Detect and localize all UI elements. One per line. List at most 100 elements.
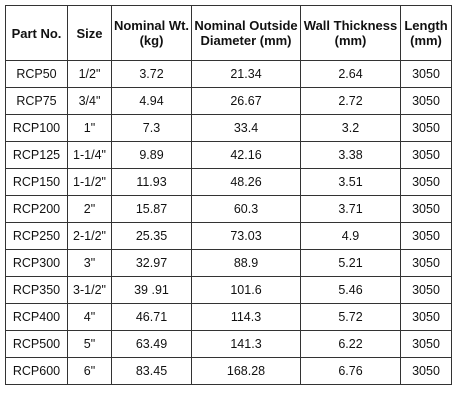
table-row: RCP500 5" 63.49 141.3 6.22 3050: [5, 330, 452, 358]
table-row: RCP100 1" 7.3 33.4 3.2 3050: [5, 114, 452, 142]
cell-length: 3050: [400, 195, 452, 223]
cell-size: 6": [67, 357, 112, 385]
cell-nominal-weight: 15.87: [111, 195, 192, 223]
table-row: RCP350 3-1/2" 39 .91 101.6 5.46 3050: [5, 276, 452, 304]
table-body: RCP50 1/2" 3.72 21.34 2.64 3050 RCP75 3/4" 4.94 2…: [5, 60, 452, 385]
cell-outside-diameter: 101.6: [191, 276, 301, 304]
cell-wall-thickness: 5.46: [300, 276, 401, 304]
cell-part-no: RCP200: [5, 195, 68, 223]
header-wall-thickness-line-2: (mm): [334, 33, 367, 48]
header-length-line-1: Length: [404, 18, 448, 33]
cell-length: 3050: [400, 330, 452, 358]
cell-size: 1-1/2": [67, 168, 112, 196]
cell-nominal-weight: 9.89: [111, 141, 192, 169]
header-size-line-1: Size: [76, 25, 103, 41]
cell-size: 3": [67, 249, 112, 277]
table-row: RCP250 2-1/2" 25.35 73.03 4.9 3050: [5, 222, 452, 250]
cell-size: 2": [67, 195, 112, 223]
table-row: RCP50 1/2" 3.72 21.34 2.64 3050: [5, 60, 452, 88]
header-nominal-weight: Nominal Wt. (kg): [111, 5, 192, 61]
cell-outside-diameter: 33.4: [191, 114, 301, 142]
cell-outside-diameter: 88.9: [191, 249, 301, 277]
cell-wall-thickness: 4.9: [300, 222, 401, 250]
cell-part-no: RCP350: [5, 276, 68, 304]
cell-size: 5": [67, 330, 112, 358]
cell-wall-thickness: 3.2: [300, 114, 401, 142]
cell-nominal-weight: 39 .91: [111, 276, 192, 304]
cell-size: 3/4": [67, 87, 112, 115]
header-nominal-weight-line-2: (kg): [139, 33, 164, 48]
cell-outside-diameter: 73.03: [191, 222, 301, 250]
cell-outside-diameter: 60.3: [191, 195, 301, 223]
cell-length: 3050: [400, 249, 452, 277]
cell-length: 3050: [400, 141, 452, 169]
cell-nominal-weight: 11.93: [111, 168, 192, 196]
cell-part-no: RCP400: [5, 303, 68, 331]
cell-outside-diameter: 168.28: [191, 357, 301, 385]
cell-length: 3050: [400, 276, 452, 304]
cell-length: 3050: [400, 60, 452, 88]
cell-part-no: RCP50: [5, 60, 68, 88]
cell-wall-thickness: 3.71: [300, 195, 401, 223]
header-part-no-line-1: Part No.: [11, 25, 62, 41]
header-outside-diameter-line-2: Diameter (mm): [200, 33, 292, 48]
cell-wall-thickness: 2.72: [300, 87, 401, 115]
pipe-spec-table-container: Part No. Size Nominal Wt. (kg) Nominal O…: [5, 5, 452, 385]
cell-size: 1": [67, 114, 112, 142]
cell-nominal-weight: 83.45: [111, 357, 192, 385]
pipe-spec-table: Part No. Size Nominal Wt. (kg) Nominal O…: [5, 5, 452, 385]
header-outside-diameter-line-1: Nominal Outside: [194, 18, 298, 33]
header-length: Length (mm): [400, 5, 452, 61]
cell-nominal-weight: 25.35: [111, 222, 192, 250]
cell-nominal-weight: 32.97: [111, 249, 192, 277]
header-nominal-weight-line-1: Nominal Wt.: [113, 18, 190, 33]
cell-length: 3050: [400, 357, 452, 385]
table-row: RCP400 4" 46.71 114.3 5.72 3050: [5, 303, 452, 331]
cell-outside-diameter: 21.34: [191, 60, 301, 88]
header-outside-diameter: Nominal Outside Diameter (mm): [191, 5, 301, 61]
cell-part-no: RCP75: [5, 87, 68, 115]
header-part-no: Part No.: [5, 5, 68, 61]
cell-wall-thickness: 5.72: [300, 303, 401, 331]
cell-wall-thickness: 6.76: [300, 357, 401, 385]
cell-part-no: RCP150: [5, 168, 68, 196]
cell-length: 3050: [400, 168, 452, 196]
cell-nominal-weight: 4.94: [111, 87, 192, 115]
cell-part-no: RCP125: [5, 141, 68, 169]
table-row: RCP75 3/4" 4.94 26.67 2.72 3050: [5, 87, 452, 115]
table-row: RCP150 1-1/2" 11.93 48.26 3.51 3050: [5, 168, 452, 196]
cell-outside-diameter: 114.3: [191, 303, 301, 331]
cell-wall-thickness: 2.64: [300, 60, 401, 88]
table-row: RCP125 1-1/4" 9.89 42.16 3.38 3050: [5, 141, 452, 169]
cell-part-no: RCP300: [5, 249, 68, 277]
cell-length: 3050: [400, 114, 452, 142]
cell-outside-diameter: 48.26: [191, 168, 301, 196]
cell-wall-thickness: 3.51: [300, 168, 401, 196]
cell-size: 3-1/2": [67, 276, 112, 304]
cell-size: 1/2": [67, 60, 112, 88]
cell-size: 2-1/2": [67, 222, 112, 250]
table-row: RCP300 3" 32.97 88.9 5.21 3050: [5, 249, 452, 277]
cell-part-no: RCP500: [5, 330, 68, 358]
cell-nominal-weight: 7.3: [111, 114, 192, 142]
cell-outside-diameter: 42.16: [191, 141, 301, 169]
cell-part-no: RCP100: [5, 114, 68, 142]
header-row: Part No. Size Nominal Wt. (kg) Nominal O…: [5, 5, 452, 61]
header-wall-thickness-line-1: Wall Thickness: [303, 18, 398, 33]
cell-nominal-weight: 46.71: [111, 303, 192, 331]
cell-wall-thickness: 5.21: [300, 249, 401, 277]
table-row: RCP200 2" 15.87 60.3 3.71 3050: [5, 195, 452, 223]
cell-wall-thickness: 3.38: [300, 141, 401, 169]
cell-nominal-weight: 3.72: [111, 60, 192, 88]
header-length-line-2: (mm): [410, 33, 442, 48]
cell-outside-diameter: 26.67: [191, 87, 301, 115]
header-wall-thickness: Wall Thickness (mm): [300, 5, 401, 61]
header-size: Size: [67, 5, 112, 61]
cell-nominal-weight: 63.49: [111, 330, 192, 358]
cell-size: 1-1/4": [67, 141, 112, 169]
table-row: RCP600 6" 83.45 168.28 6.76 3050: [5, 357, 452, 385]
cell-length: 3050: [400, 222, 452, 250]
cell-length: 3050: [400, 303, 452, 331]
cell-wall-thickness: 6.22: [300, 330, 401, 358]
cell-outside-diameter: 141.3: [191, 330, 301, 358]
